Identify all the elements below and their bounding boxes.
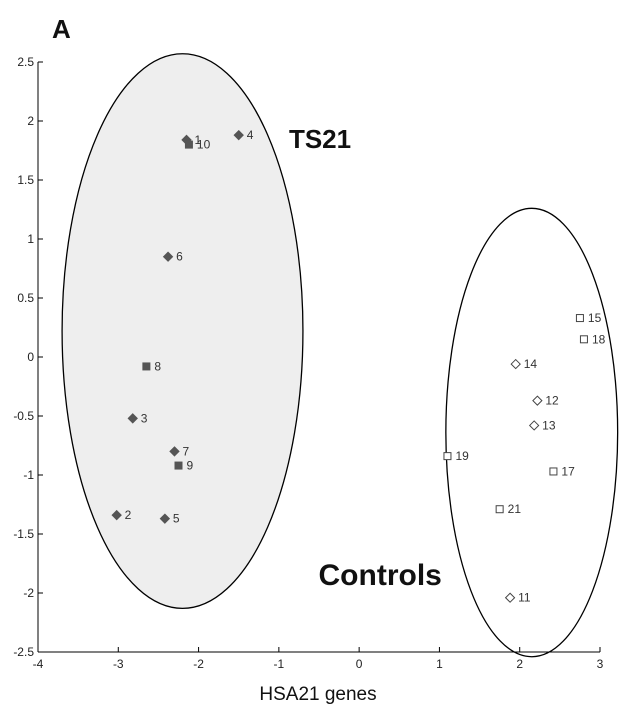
square-marker bbox=[575, 314, 584, 323]
square-marker bbox=[184, 140, 193, 149]
data-point-15: 15 bbox=[575, 311, 602, 325]
point-label: 12 bbox=[545, 394, 559, 408]
square-marker bbox=[495, 505, 504, 514]
diamond-marker bbox=[510, 358, 521, 370]
x-tick-label: 3 bbox=[597, 657, 604, 671]
point-label: 11 bbox=[518, 591, 531, 605]
x-tick-label: 0 bbox=[356, 657, 363, 671]
data-point-3: 3 bbox=[127, 411, 148, 425]
diamond-marker bbox=[111, 509, 122, 521]
point-label: 6 bbox=[176, 250, 183, 264]
x-tick-label: -3 bbox=[113, 657, 124, 671]
x-tick-label: -4 bbox=[33, 657, 44, 671]
point-label: 21 bbox=[508, 502, 522, 516]
point-label: 10 bbox=[197, 138, 211, 152]
data-point-9: 9 bbox=[174, 459, 194, 473]
square-marker bbox=[549, 467, 558, 476]
square-marker bbox=[174, 461, 183, 470]
data-point-2: 2 bbox=[111, 508, 132, 522]
y-tick-label: -1 bbox=[23, 468, 34, 482]
data-point-19: 19 bbox=[443, 449, 469, 463]
panel-label: A bbox=[52, 14, 71, 44]
y-tick-label: 2.5 bbox=[17, 55, 34, 69]
data-point-14: 14 bbox=[510, 357, 538, 371]
y-tick-label: -0.5 bbox=[13, 409, 34, 423]
square-marker bbox=[579, 335, 588, 344]
data-point-8: 8 bbox=[142, 359, 161, 373]
group-ellipse-controls bbox=[445, 207, 619, 658]
x-tick-label: 1 bbox=[436, 657, 443, 671]
axes: -2.5-2-1.5-1-0.500.511.522.5-4 -3 -2 -1 0 1 2 3 bbox=[13, 55, 603, 671]
group-labels: TS21 Controls bbox=[289, 124, 442, 592]
point-label: 9 bbox=[187, 459, 194, 473]
y-tick-label: 1.5 bbox=[17, 173, 34, 187]
data-point-7: 7 bbox=[169, 444, 189, 458]
y-tick-label: -2.5 bbox=[13, 645, 34, 659]
data-point-18: 18 bbox=[579, 332, 606, 346]
y-tick-label: 0 bbox=[27, 350, 34, 364]
diamond-marker bbox=[127, 413, 138, 424]
x-tick-label: -2 bbox=[193, 657, 204, 671]
data-point-17: 17 bbox=[549, 464, 575, 478]
diamond-marker bbox=[159, 513, 171, 524]
point-label: 14 bbox=[524, 357, 538, 371]
y-tick-label: 2 bbox=[27, 114, 34, 128]
point-label: 18 bbox=[592, 332, 606, 346]
diamond-marker bbox=[504, 592, 516, 603]
square-marker bbox=[142, 362, 151, 371]
point-label: 2 bbox=[125, 508, 132, 522]
data-point-13: 13 bbox=[528, 418, 556, 432]
data-point-4: 4 bbox=[233, 128, 254, 142]
point-label: 7 bbox=[182, 444, 189, 458]
point-label: 19 bbox=[455, 449, 469, 463]
group-ellipses bbox=[61, 53, 619, 658]
point-label: 15 bbox=[588, 311, 602, 325]
point-label: 17 bbox=[561, 464, 575, 478]
x-tick-label: 2 bbox=[516, 657, 523, 671]
square-marker bbox=[443, 452, 452, 461]
data-point-10: 10 bbox=[184, 138, 211, 152]
y-tick-label: 0.5 bbox=[17, 291, 34, 305]
y-tick-label: -1.5 bbox=[13, 527, 34, 541]
diamond-marker bbox=[528, 420, 540, 431]
diamond-marker bbox=[169, 446, 180, 457]
group-label-controls: Controls bbox=[319, 559, 442, 592]
diamond-marker bbox=[532, 395, 543, 406]
data-point-5: 5 bbox=[159, 512, 180, 526]
data-point-6: 6 bbox=[162, 250, 183, 264]
y-tick-label: 1 bbox=[27, 232, 34, 246]
point-label: 5 bbox=[173, 512, 180, 526]
x-tick-label: -1 bbox=[274, 657, 285, 671]
data-point-21: 21 bbox=[495, 502, 522, 516]
y-tick-label: -2 bbox=[23, 586, 34, 600]
point-label: 3 bbox=[141, 411, 148, 425]
point-label: 13 bbox=[542, 418, 556, 432]
x-axis-title: HSA21 genes bbox=[259, 684, 376, 705]
data-point-12: 12 bbox=[532, 394, 559, 408]
group-label-ts21: TS21 bbox=[289, 124, 351, 154]
data-point-11: 11 bbox=[504, 591, 531, 605]
diamond-marker bbox=[162, 251, 174, 262]
point-label: 1 bbox=[195, 133, 202, 147]
point-label: 4 bbox=[247, 128, 254, 142]
point-label: 8 bbox=[154, 359, 161, 373]
diamond-marker bbox=[233, 129, 244, 141]
group-ellipse-ts21 bbox=[61, 53, 304, 609]
data-points: 110 4 6 8 3 79 2 5 15 18 14 12 13 19 17 21 11 bbox=[111, 128, 606, 605]
